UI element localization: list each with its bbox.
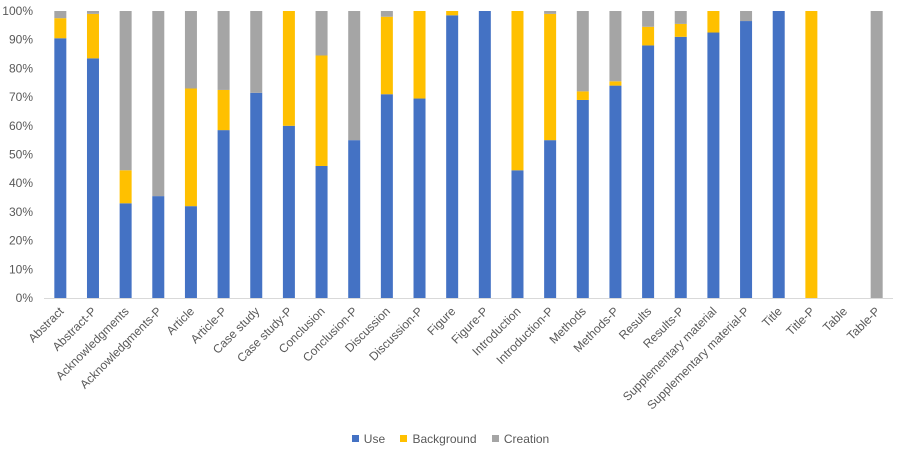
bar-segment-creation: [576, 11, 589, 92]
bar-segment-creation: [609, 11, 622, 82]
legend-label-creation: Creation: [503, 431, 550, 446]
bar-segment-use: [446, 15, 459, 299]
bar-segment-background: [511, 11, 524, 171]
x-category-label: Table: [820, 304, 850, 334]
bar-segment-creation: [674, 11, 687, 24]
bar-segment-background: [86, 13, 99, 59]
bar-segment-background: [805, 11, 818, 298]
bar-segment-creation: [870, 11, 883, 298]
bar-segment-use: [217, 130, 230, 298]
bar-segment-creation: [217, 11, 230, 90]
y-tick-label: 20%: [9, 234, 33, 248]
bar-segment-use: [250, 92, 263, 298]
legend: Use Background Creation: [0, 431, 901, 446]
legend-swatch-creation: [491, 435, 499, 442]
legend-label-use: Use: [363, 431, 386, 446]
bar-segment-creation: [119, 11, 132, 171]
bar-segment-use: [152, 196, 165, 298]
x-axis-labels: AbstractAbstract-PAcknowledgmentsAcknowl…: [25, 304, 882, 412]
legend-swatch-background: [400, 435, 408, 442]
bar-segment-background: [576, 91, 589, 100]
y-tick-label: 30%: [9, 205, 33, 219]
bar-segment-use: [86, 58, 99, 298]
bar-segment-background: [217, 89, 230, 131]
legend-item-use: Use: [351, 431, 386, 446]
bar-segment-creation: [184, 11, 197, 89]
bar-segment-use: [740, 21, 753, 299]
bar-segment-use: [707, 32, 720, 299]
y-tick-label: 90%: [9, 33, 33, 47]
bar-segment-background: [707, 11, 720, 33]
x-category-label: Table-P: [844, 304, 883, 343]
bar-segment-background: [446, 11, 459, 16]
x-category-label: Title: [759, 304, 785, 330]
bars-layer: [54, 11, 883, 299]
bar-segment-creation: [152, 11, 165, 197]
bar-segment-creation: [544, 11, 557, 14]
bar-segment-use: [576, 99, 589, 298]
y-tick-label: 50%: [9, 148, 33, 162]
bar-segment-use: [544, 140, 557, 298]
bar-segment-use: [282, 125, 295, 298]
bar-segment-use: [772, 11, 785, 298]
bar-segment-use: [380, 94, 393, 298]
bar-segment-creation: [380, 11, 393, 17]
bar-segment-background: [544, 13, 557, 141]
bar-segment-background: [674, 23, 687, 37]
legend-item-creation: Creation: [491, 431, 550, 446]
bar-segment-use: [609, 85, 622, 299]
y-tick-label: 80%: [9, 61, 33, 75]
y-tick-label: 10%: [9, 262, 33, 276]
bar-segment-creation: [54, 11, 67, 19]
legend-item-background: Background: [400, 431, 477, 446]
y-axis: 0% 10% 20% 30% 40% 50% 60% 70% 80% 90% 100%: [2, 4, 33, 305]
bar-segment-creation: [86, 11, 99, 14]
bar-segment-use: [511, 170, 524, 298]
bar-segment-use: [315, 165, 328, 298]
bar-segment-background: [609, 81, 622, 86]
y-tick-label: 100%: [2, 4, 33, 18]
bar-segment-background: [413, 11, 426, 99]
bar-segment-background: [380, 16, 393, 95]
y-tick-label: 60%: [9, 119, 33, 133]
bar-segment-creation: [315, 11, 328, 56]
bar-segment-creation: [740, 11, 753, 22]
x-category-label: Title-P: [783, 304, 817, 338]
bar-segment-use: [674, 36, 687, 298]
bar-segment-background: [119, 170, 132, 204]
y-tick-label: 0%: [16, 291, 34, 305]
legend-swatch-use: [351, 435, 359, 442]
bar-segment-use: [642, 45, 655, 298]
bar-segment-background: [184, 88, 197, 207]
bar-segment-background: [54, 18, 67, 39]
bar-segment-use: [413, 98, 426, 298]
bar-segment-use: [348, 140, 361, 298]
legend-label-background: Background: [412, 431, 477, 446]
bar-segment-creation: [348, 11, 361, 141]
bar-segment-background: [642, 26, 655, 46]
bar-segment-background: [315, 55, 328, 166]
bar-segment-use: [119, 203, 132, 298]
bar-segment-background: [282, 11, 295, 126]
bar-segment-creation: [642, 11, 655, 27]
y-tick-label: 70%: [9, 90, 33, 104]
bar-segment-use: [478, 11, 491, 298]
bar-segment-use: [54, 38, 67, 298]
bar-segment-use: [184, 206, 197, 298]
bar-segment-creation: [250, 11, 263, 93]
y-tick-label: 40%: [9, 176, 33, 190]
